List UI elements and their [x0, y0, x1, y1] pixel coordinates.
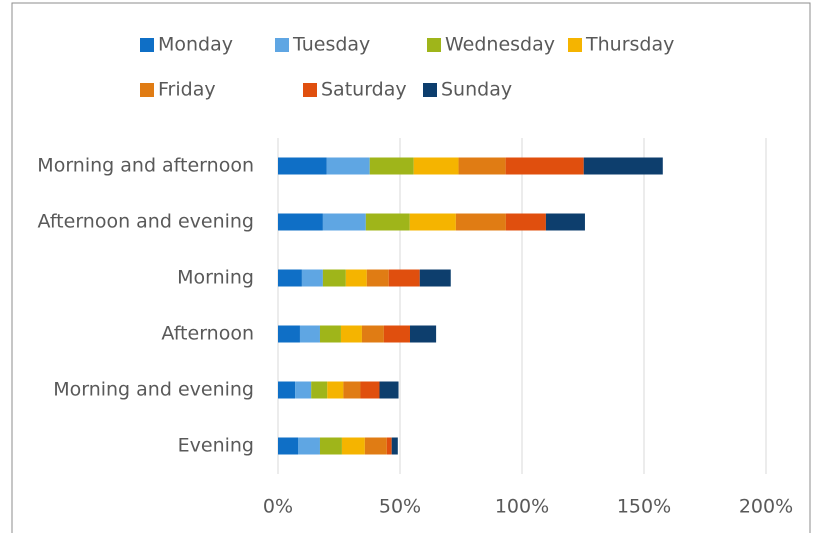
y-tick-label: Evening — [178, 435, 254, 457]
y-tick-label: Afternoon — [161, 323, 254, 345]
bar-segment — [278, 269, 302, 287]
bar-segment — [278, 437, 299, 455]
legend-swatch — [423, 83, 437, 97]
bar-segment — [379, 381, 399, 399]
bar-segment — [361, 325, 384, 343]
legend-label: Thursday — [585, 34, 674, 56]
legend-swatch — [303, 83, 317, 97]
bar-segment — [413, 157, 459, 175]
y-tick-label: Morning and evening — [53, 379, 254, 401]
bar-segment — [278, 157, 327, 175]
x-tick-label: 200% — [739, 496, 793, 518]
bar-segment — [311, 381, 328, 399]
bar-segment — [322, 213, 366, 231]
bar-segment — [383, 325, 411, 343]
bar-segment — [295, 381, 312, 399]
bar-segment — [410, 325, 437, 343]
bar-segment — [505, 157, 584, 175]
legend-label: Friday — [158, 79, 216, 101]
bar-segment — [369, 157, 414, 175]
bar-segment — [360, 381, 380, 399]
bar-segment — [327, 381, 344, 399]
bar-segment — [419, 269, 451, 287]
legend-swatch — [140, 38, 154, 52]
legend-label: Sunday — [441, 79, 512, 101]
bar-segment — [545, 213, 585, 231]
y-tick-label: Morning and afternoon — [37, 155, 254, 177]
bar-segment — [278, 325, 300, 343]
legend-label: Monday — [158, 34, 233, 56]
bar-segment — [278, 213, 323, 231]
bar-segment — [299, 325, 320, 343]
legend-label: Tuesday — [292, 34, 370, 56]
y-tick-label: Afternoon and evening — [38, 211, 255, 233]
chart-frame — [11, 2, 811, 533]
legend-label: Saturday — [321, 79, 407, 101]
bar-segment — [365, 213, 410, 231]
bar-segment — [319, 325, 341, 343]
bar-segment — [364, 437, 387, 455]
bar-segment — [409, 213, 456, 231]
bar-segment — [366, 269, 389, 287]
y-tick-label: Morning — [177, 267, 254, 289]
x-tick-label: 150% — [617, 496, 671, 518]
bar-segment — [386, 437, 392, 455]
bar-segment — [326, 157, 370, 175]
bar-segment — [278, 381, 296, 399]
bar-segment — [455, 213, 506, 231]
bar-segment — [319, 437, 342, 455]
bar-segment — [301, 269, 323, 287]
bar-segment — [322, 269, 346, 287]
legend-swatch — [427, 38, 441, 52]
legend-label: Wednesday — [445, 34, 555, 56]
bar-segment — [340, 325, 362, 343]
bar-segment — [345, 269, 367, 287]
legend-swatch — [275, 38, 289, 52]
x-tick-label: 0% — [263, 496, 293, 518]
bar-segment — [583, 157, 663, 175]
bar-segment — [391, 437, 398, 455]
bar-segment — [343, 381, 361, 399]
bar-segment — [298, 437, 320, 455]
bar-segment — [388, 269, 420, 287]
bar-segment — [341, 437, 365, 455]
legend-swatch — [568, 38, 582, 52]
bar-segment — [458, 157, 506, 175]
legend-swatch — [140, 83, 154, 97]
bar-segment — [505, 213, 546, 231]
x-tick-label: 50% — [379, 496, 421, 518]
x-tick-label: 100% — [495, 496, 549, 518]
